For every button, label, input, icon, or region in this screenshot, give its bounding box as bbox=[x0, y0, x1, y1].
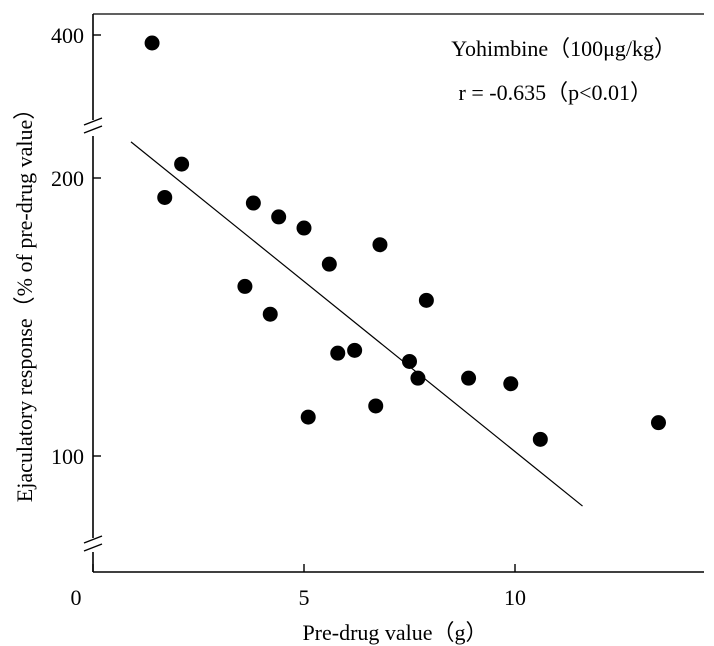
data-point bbox=[503, 376, 519, 392]
regression-line bbox=[130, 141, 583, 507]
data-point bbox=[347, 342, 363, 358]
data-point bbox=[321, 256, 337, 272]
data-point bbox=[296, 220, 312, 236]
y-tick-label: 400 bbox=[51, 23, 84, 48]
x-tick-label: 10 bbox=[504, 585, 526, 610]
data-point bbox=[368, 398, 384, 414]
data-point bbox=[330, 345, 346, 361]
data-point bbox=[245, 195, 261, 211]
data-point bbox=[144, 35, 160, 51]
annotation-drug: Yohimbine（100μg/kg） bbox=[451, 36, 676, 61]
axis-ticks bbox=[92, 34, 516, 572]
y-tick-label: 100 bbox=[51, 444, 84, 469]
y-axis-label: Ejaculatory response（% of pre-drug value… bbox=[12, 98, 37, 502]
data-point bbox=[402, 353, 417, 369]
data-point bbox=[418, 292, 434, 308]
x-axis-label: Pre-drug value（g） bbox=[302, 620, 487, 645]
y-tick-label: 200 bbox=[51, 166, 84, 191]
data-point bbox=[174, 156, 190, 172]
data-point bbox=[461, 370, 477, 386]
data-point bbox=[410, 370, 426, 386]
data-point bbox=[262, 306, 278, 322]
x-tick-label: 0 bbox=[71, 585, 82, 610]
y-axis-break-lower bbox=[83, 535, 103, 552]
data-point bbox=[237, 278, 253, 294]
data-point bbox=[532, 431, 548, 447]
data-point bbox=[157, 189, 173, 205]
tick-labels: 0 5 10 100 200 400 bbox=[51, 23, 526, 610]
data-point bbox=[271, 209, 287, 225]
x-tick-label: 5 bbox=[299, 585, 310, 610]
y-axis-break-upper bbox=[83, 117, 103, 134]
data-point bbox=[650, 415, 666, 431]
data-points bbox=[144, 35, 666, 447]
annotation-correlation: r = -0.635（p<0.01） bbox=[459, 80, 652, 105]
data-point bbox=[300, 409, 316, 425]
data-point bbox=[372, 237, 388, 253]
